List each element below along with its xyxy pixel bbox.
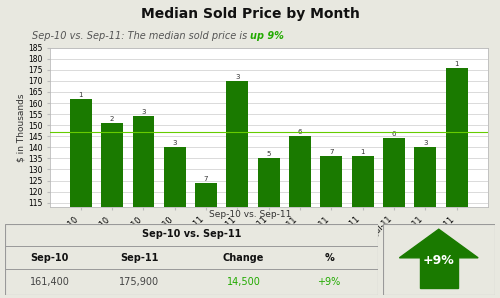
Text: %: %	[324, 253, 334, 263]
Bar	[226, 81, 248, 298]
Bar	[132, 116, 154, 298]
Bar	[289, 136, 311, 298]
Text: 6: 6	[298, 129, 302, 135]
Text: +9%: +9%	[318, 277, 340, 287]
Text: Sep-10 vs. Sep-11: The median sold price is: Sep-10 vs. Sep-11: The median sold price…	[32, 31, 250, 41]
Text: 3: 3	[235, 74, 240, 80]
Bar	[352, 156, 374, 298]
Text: 6: 6	[392, 131, 396, 137]
Text: Sep-11: Sep-11	[120, 253, 158, 263]
Text: 175,900: 175,900	[119, 277, 159, 287]
Bar	[101, 123, 123, 298]
Text: 7: 7	[204, 176, 208, 182]
Text: 3: 3	[172, 140, 177, 146]
Bar	[420, 256, 458, 288]
Text: Sep-10 vs. Sep-11: Sep-10 vs. Sep-11	[142, 229, 241, 238]
Bar	[414, 147, 436, 298]
Bar	[164, 147, 186, 298]
Text: Median Sold Price by Month: Median Sold Price by Month	[140, 7, 360, 21]
Polygon shape	[400, 229, 478, 258]
Text: 5: 5	[266, 151, 271, 157]
Text: 3: 3	[141, 109, 146, 115]
Text: 7: 7	[329, 149, 334, 155]
Text: Sep-10 vs. Sep-11: Sep-10 vs. Sep-11	[209, 210, 291, 219]
Text: 161,400: 161,400	[30, 277, 70, 287]
Text: +9%: +9%	[423, 254, 454, 267]
Text: 3: 3	[423, 140, 428, 146]
Bar	[383, 139, 405, 298]
Bar	[195, 183, 217, 298]
Bar	[258, 159, 280, 298]
Text: 14,500: 14,500	[226, 277, 260, 287]
Text: Change: Change	[222, 253, 264, 263]
Text: 1: 1	[454, 60, 459, 66]
Text: 2: 2	[110, 116, 114, 122]
Bar	[320, 156, 342, 298]
Bar	[446, 68, 468, 298]
Text: Sep-10: Sep-10	[30, 253, 69, 263]
Bar	[70, 99, 92, 298]
Y-axis label: $ in Thousands: $ in Thousands	[16, 93, 25, 162]
Text: 1: 1	[360, 149, 365, 155]
Text: up 9%: up 9%	[250, 31, 284, 41]
Text: 1: 1	[78, 91, 83, 97]
